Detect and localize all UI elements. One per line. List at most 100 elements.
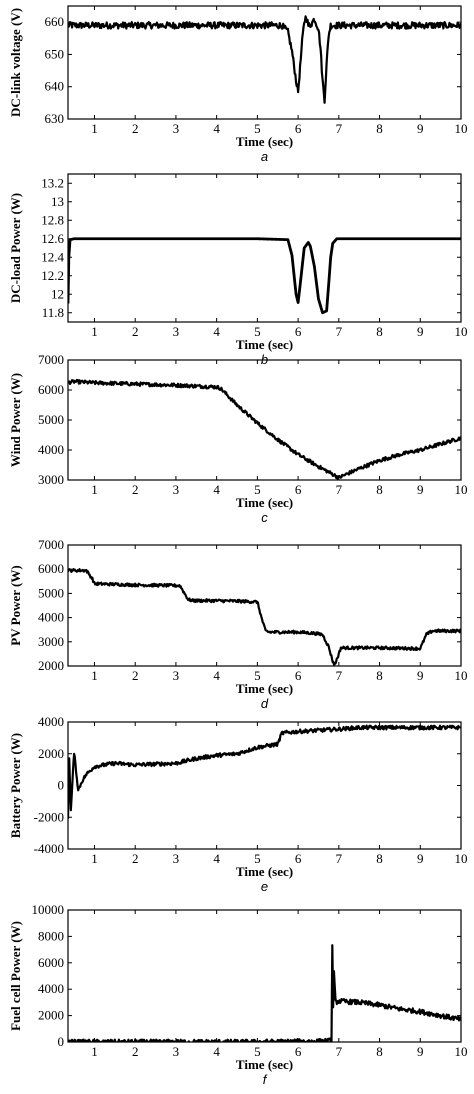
x-tick-label: 9 xyxy=(417,851,424,866)
x-tick-label: 2 xyxy=(132,324,139,339)
x-axis-label: Time (sec) xyxy=(236,864,293,879)
chart-panel-d: 1 2 3 4 5 6 7 8 9 10 2000 3000 4000 5000 6000 7000 Time … xyxy=(8,537,468,711)
y-tick-label: 2000 xyxy=(38,1008,64,1023)
y-tick-label: 2000 xyxy=(38,746,64,761)
chart-panel-c: 1 2 3 4 5 6 7 8 9 10 3000 4000 5000 6000 7000 Time (sec… xyxy=(8,352,468,525)
y-tick-label: 630 xyxy=(45,111,65,126)
plot-frame xyxy=(67,5,462,120)
x-tick-label: 2 xyxy=(132,121,139,136)
x-tick-label: 6 xyxy=(295,1044,302,1059)
x-tick-label: 1 xyxy=(91,121,98,136)
y-tick-label: -4000 xyxy=(34,841,64,856)
x-tick-label: 7 xyxy=(336,851,343,866)
y-tick-label: 12 xyxy=(51,286,64,301)
x-tick-label: 1 xyxy=(91,482,98,497)
x-tick-label: 1 xyxy=(91,324,98,339)
y-tick-label: 650 xyxy=(45,46,65,61)
x-tick-label: 8 xyxy=(376,668,383,683)
y-tick-label: 0 xyxy=(58,778,65,793)
series-line-f-0 xyxy=(68,944,461,1042)
y-axis-label: Wind Power (W) xyxy=(8,373,23,467)
x-tick-label: 6 xyxy=(295,851,302,866)
x-tick-label: 6 xyxy=(295,668,302,683)
x-tick-label: 4 xyxy=(213,482,220,497)
y-tick-label: 13.2 xyxy=(41,175,64,190)
series-line-e-0 xyxy=(68,724,461,819)
y-axis-label: Battery Power (W) xyxy=(8,733,23,838)
x-tick-label: 5 xyxy=(254,324,261,339)
series-line-c-0 xyxy=(68,378,461,480)
x-tick-label: 10 xyxy=(455,668,468,683)
y-tick-label: 6000 xyxy=(38,561,64,576)
x-tick-label: 1 xyxy=(91,1044,98,1059)
y-tick-label: 4000 xyxy=(38,981,64,996)
panel-label: e xyxy=(261,879,268,894)
y-axis-label: DC-load Power (W) xyxy=(8,193,23,303)
x-tick-label: 4 xyxy=(213,1044,220,1059)
x-tick-label: 3 xyxy=(173,851,180,866)
x-tick-label: 10 xyxy=(455,324,468,339)
x-tick-label: 7 xyxy=(336,121,343,136)
y-axis-label: DC-link voltage (V) xyxy=(8,8,23,117)
x-tick-label: 9 xyxy=(417,482,424,497)
x-axis-label: Time (sec) xyxy=(236,681,293,696)
y-tick-label: 5000 xyxy=(38,412,64,427)
panel-label: a xyxy=(261,149,268,164)
chart-panel-e: 1 2 3 4 5 6 7 8 9 10 -4000 -2000 0 2000 4000 Time (sec)… xyxy=(8,714,468,894)
chart-panel-f: 1 2 3 4 5 6 7 8 9 10 0 2000 4000 6000 8000 10000 Time (s… xyxy=(8,902,468,1087)
x-tick-label: 2 xyxy=(132,668,139,683)
panel-label: f xyxy=(263,1072,268,1087)
x-tick-label: 3 xyxy=(173,668,180,683)
y-tick-label: 5000 xyxy=(38,585,64,600)
y-tick-label: 8000 xyxy=(38,928,64,943)
x-tick-label: 1 xyxy=(91,668,98,683)
x-tick-label: 7 xyxy=(336,668,343,683)
x-tick-label: 5 xyxy=(254,851,261,866)
y-tick-label: 0 xyxy=(58,1034,65,1049)
y-tick-label: 660 xyxy=(45,14,65,29)
y-tick-label: 640 xyxy=(45,79,65,94)
plot-frame xyxy=(67,359,462,481)
plot-frame xyxy=(67,173,462,323)
x-tick-label: 4 xyxy=(213,851,220,866)
x-tick-label: 4 xyxy=(213,121,220,136)
y-tick-label: 12.4 xyxy=(41,249,64,264)
y-tick-label: 6000 xyxy=(38,955,64,970)
x-tick-label: 8 xyxy=(376,851,383,866)
chart-panel-b: 1 2 3 4 5 6 7 8 9 1011.81212.212.412.612.81313.2T… xyxy=(8,173,468,367)
y-tick-label: 12.8 xyxy=(41,212,64,227)
x-tick-label: 10 xyxy=(455,1044,468,1059)
x-tick-label: 2 xyxy=(132,1044,139,1059)
x-tick-label: 4 xyxy=(213,668,220,683)
x-tick-label: 8 xyxy=(376,1044,383,1059)
x-axis-label: Time (sec) xyxy=(236,337,293,352)
panel-label: c xyxy=(261,510,268,525)
plot-frame xyxy=(67,544,462,667)
y-tick-label: 11.8 xyxy=(42,305,64,320)
x-tick-label: 9 xyxy=(417,324,424,339)
y-tick-label: 12.2 xyxy=(41,268,64,283)
y-tick-label: -2000 xyxy=(34,809,64,824)
y-tick-label: 4000 xyxy=(38,442,64,457)
y-tick-label: 3000 xyxy=(38,472,64,487)
x-tick-label: 5 xyxy=(254,482,261,497)
x-tick-label: 3 xyxy=(173,1044,180,1059)
x-tick-label: 6 xyxy=(295,482,302,497)
y-tick-label: 12.6 xyxy=(41,231,64,246)
x-axis-label: Time (sec) xyxy=(236,1057,293,1072)
x-tick-label: 9 xyxy=(417,121,424,136)
x-tick-label: 9 xyxy=(417,1044,424,1059)
panel-label: d xyxy=(261,696,269,711)
series-line-d-0 xyxy=(68,568,461,666)
y-tick-label: 4000 xyxy=(38,610,64,625)
series-line-b-0 xyxy=(68,237,461,315)
y-tick-label: 13 xyxy=(51,194,64,209)
y-tick-label: 7000 xyxy=(38,352,64,367)
x-tick-label: 2 xyxy=(132,851,139,866)
x-axis-label: Time (sec) xyxy=(236,495,293,510)
x-tick-label: 5 xyxy=(254,121,261,136)
series-line-a-0 xyxy=(68,15,461,104)
plot-frame xyxy=(67,721,462,850)
x-tick-label: 6 xyxy=(295,121,302,136)
